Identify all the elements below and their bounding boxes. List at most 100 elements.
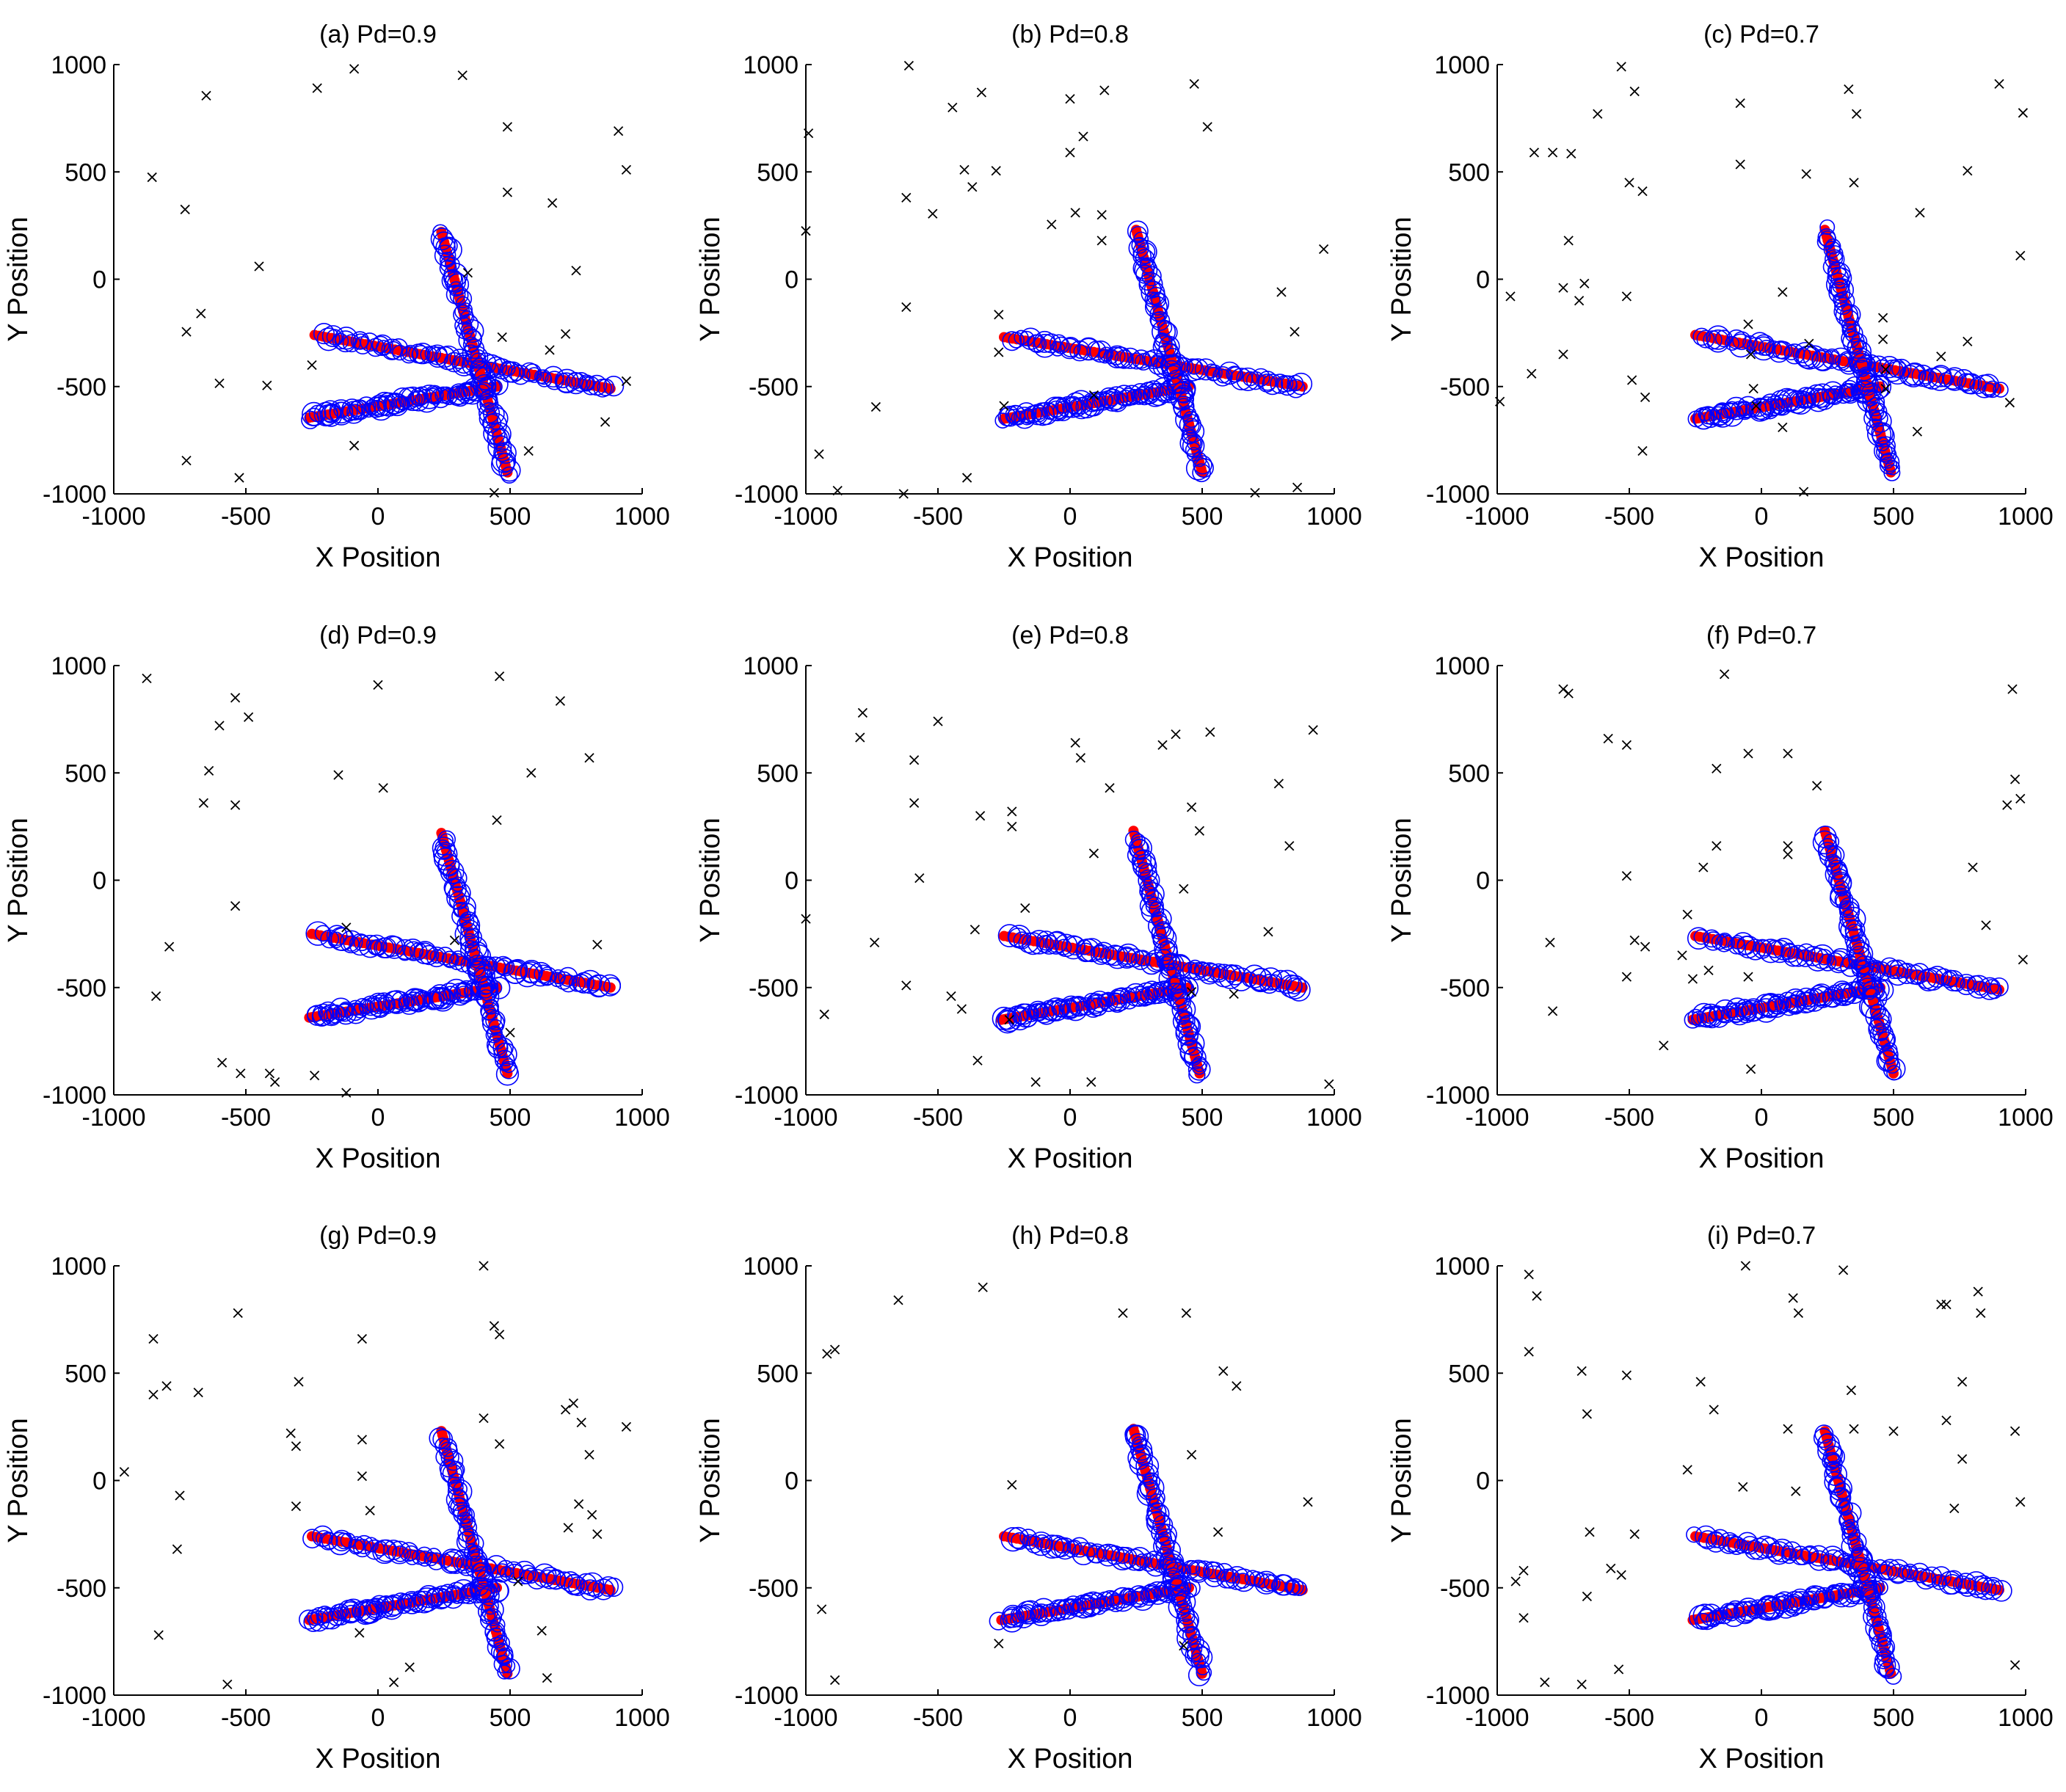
- estimate-point: [579, 376, 594, 391]
- clutter-point: [1844, 84, 1854, 95]
- estimate-point: [1273, 1574, 1295, 1596]
- estimate-point: [447, 1460, 465, 1479]
- estimate-point: [306, 1609, 324, 1626]
- x-tick-label: 0: [1063, 1104, 1077, 1132]
- estimate-point: [1800, 1546, 1818, 1565]
- clutter-point: [1941, 1415, 1952, 1426]
- y-tick-label: 500: [757, 760, 799, 787]
- clutter-point: [976, 87, 987, 98]
- clutter-point: [2018, 108, 2029, 118]
- y-axis-label: Y Position: [695, 1418, 726, 1542]
- estimate-point: [427, 346, 448, 368]
- x-axis-label: X Position: [1698, 542, 1824, 573]
- estimate-point: [458, 302, 473, 317]
- clutter-point: [999, 401, 1009, 411]
- estimate-point: [997, 1007, 1022, 1032]
- clutter-point: [181, 327, 192, 337]
- estimate-point: [1726, 329, 1747, 350]
- estimate-point: [1748, 332, 1771, 354]
- clutter-point: [801, 226, 811, 236]
- clutter-point: [1621, 871, 1632, 881]
- x-tick-label: -1000: [774, 1104, 838, 1132]
- estimate-point: [1128, 836, 1152, 860]
- estimate-point: [559, 974, 578, 993]
- estimate-point: [493, 1634, 510, 1652]
- clutter-point: [1318, 244, 1329, 255]
- clutter-point: [1748, 384, 1758, 394]
- clutter-group: [147, 64, 632, 498]
- clutter-point: [378, 783, 388, 793]
- estimate-point: [1276, 374, 1294, 393]
- clutter-point: [1524, 1270, 1534, 1280]
- clutter-point: [1936, 352, 1946, 362]
- clutter-point: [1637, 186, 1648, 197]
- estimate-point: [1069, 1537, 1090, 1558]
- clutter-point: [1778, 422, 1788, 432]
- y-tick-label: -500: [749, 975, 799, 1002]
- estimate-point: [1055, 939, 1072, 955]
- clutter-point: [1709, 1405, 1719, 1415]
- clutter-point: [1179, 1641, 1189, 1651]
- clutter-point: [222, 1679, 233, 1690]
- clutter-point: [1088, 390, 1099, 401]
- estimate-point: [1742, 1600, 1759, 1617]
- estimate-point: [587, 1580, 605, 1598]
- estimate-point: [1871, 1633, 1891, 1654]
- estimate-point: [1187, 1633, 1204, 1650]
- estimate-point: [1153, 1535, 1175, 1558]
- clutter-point: [1232, 1381, 1242, 1391]
- y-axis-label: Y Position: [695, 817, 726, 942]
- estimate-point: [1818, 953, 1837, 972]
- estimate-point: [1119, 387, 1138, 407]
- estimate-point: [1822, 350, 1841, 369]
- estimate-point: [603, 1577, 624, 1598]
- estimate-point: [1876, 443, 1893, 461]
- y-tick-label: 500: [1448, 159, 1490, 186]
- estimate-point: [1134, 258, 1158, 283]
- estimate-point: [1105, 945, 1130, 969]
- clutter-point: [1088, 848, 1099, 859]
- estimate-point: [1275, 969, 1300, 994]
- clutter-point: [994, 1639, 1004, 1649]
- estimate-point: [454, 922, 479, 947]
- estimate-point: [1085, 993, 1107, 1014]
- estimate-point: [1130, 383, 1151, 404]
- clutter-point: [822, 1349, 832, 1359]
- clutter-group: [119, 1261, 632, 1690]
- estimate-point: [1259, 967, 1283, 991]
- clutter-point: [893, 1295, 903, 1305]
- estimate-point: [1180, 1031, 1205, 1056]
- track-3: [1816, 219, 1901, 481]
- clutter-point: [1524, 1347, 1534, 1357]
- clutter-point: [494, 671, 505, 682]
- estimate-point: [457, 914, 481, 938]
- track-3: [429, 1426, 520, 1680]
- y-tick-label: 0: [1476, 867, 1490, 895]
- clutter-point: [349, 64, 360, 74]
- estimate-point: [1830, 1487, 1850, 1508]
- clutter-point: [233, 1308, 243, 1318]
- y-axis-label: Y Position: [1386, 216, 1417, 341]
- estimate-point: [1123, 1590, 1138, 1606]
- clutter-point: [1186, 1449, 1197, 1460]
- clutter-group: [816, 1282, 1313, 1686]
- track-2: [994, 377, 1196, 429]
- y-tick-label: 1000: [51, 652, 106, 680]
- estimate-point: [1759, 393, 1783, 418]
- clutter-point: [1324, 1079, 1334, 1090]
- clutter-point: [1065, 94, 1075, 104]
- clutter-point: [1547, 1006, 1558, 1016]
- estimate-point: [1033, 334, 1057, 358]
- clutter-point: [1284, 841, 1295, 851]
- estimate-point: [1742, 335, 1758, 351]
- estimate-point: [1844, 923, 1863, 942]
- estimate-point: [1125, 948, 1145, 968]
- estimate-point: [1703, 931, 1723, 951]
- estimate-point: [1803, 345, 1827, 369]
- clutter-point: [1629, 1529, 1640, 1540]
- estimate-point: [1286, 1578, 1304, 1596]
- estimate-point: [1136, 1481, 1161, 1507]
- estimate-point: [482, 413, 502, 433]
- estimate-point: [388, 1540, 412, 1565]
- estimate-point: [1886, 1559, 1910, 1583]
